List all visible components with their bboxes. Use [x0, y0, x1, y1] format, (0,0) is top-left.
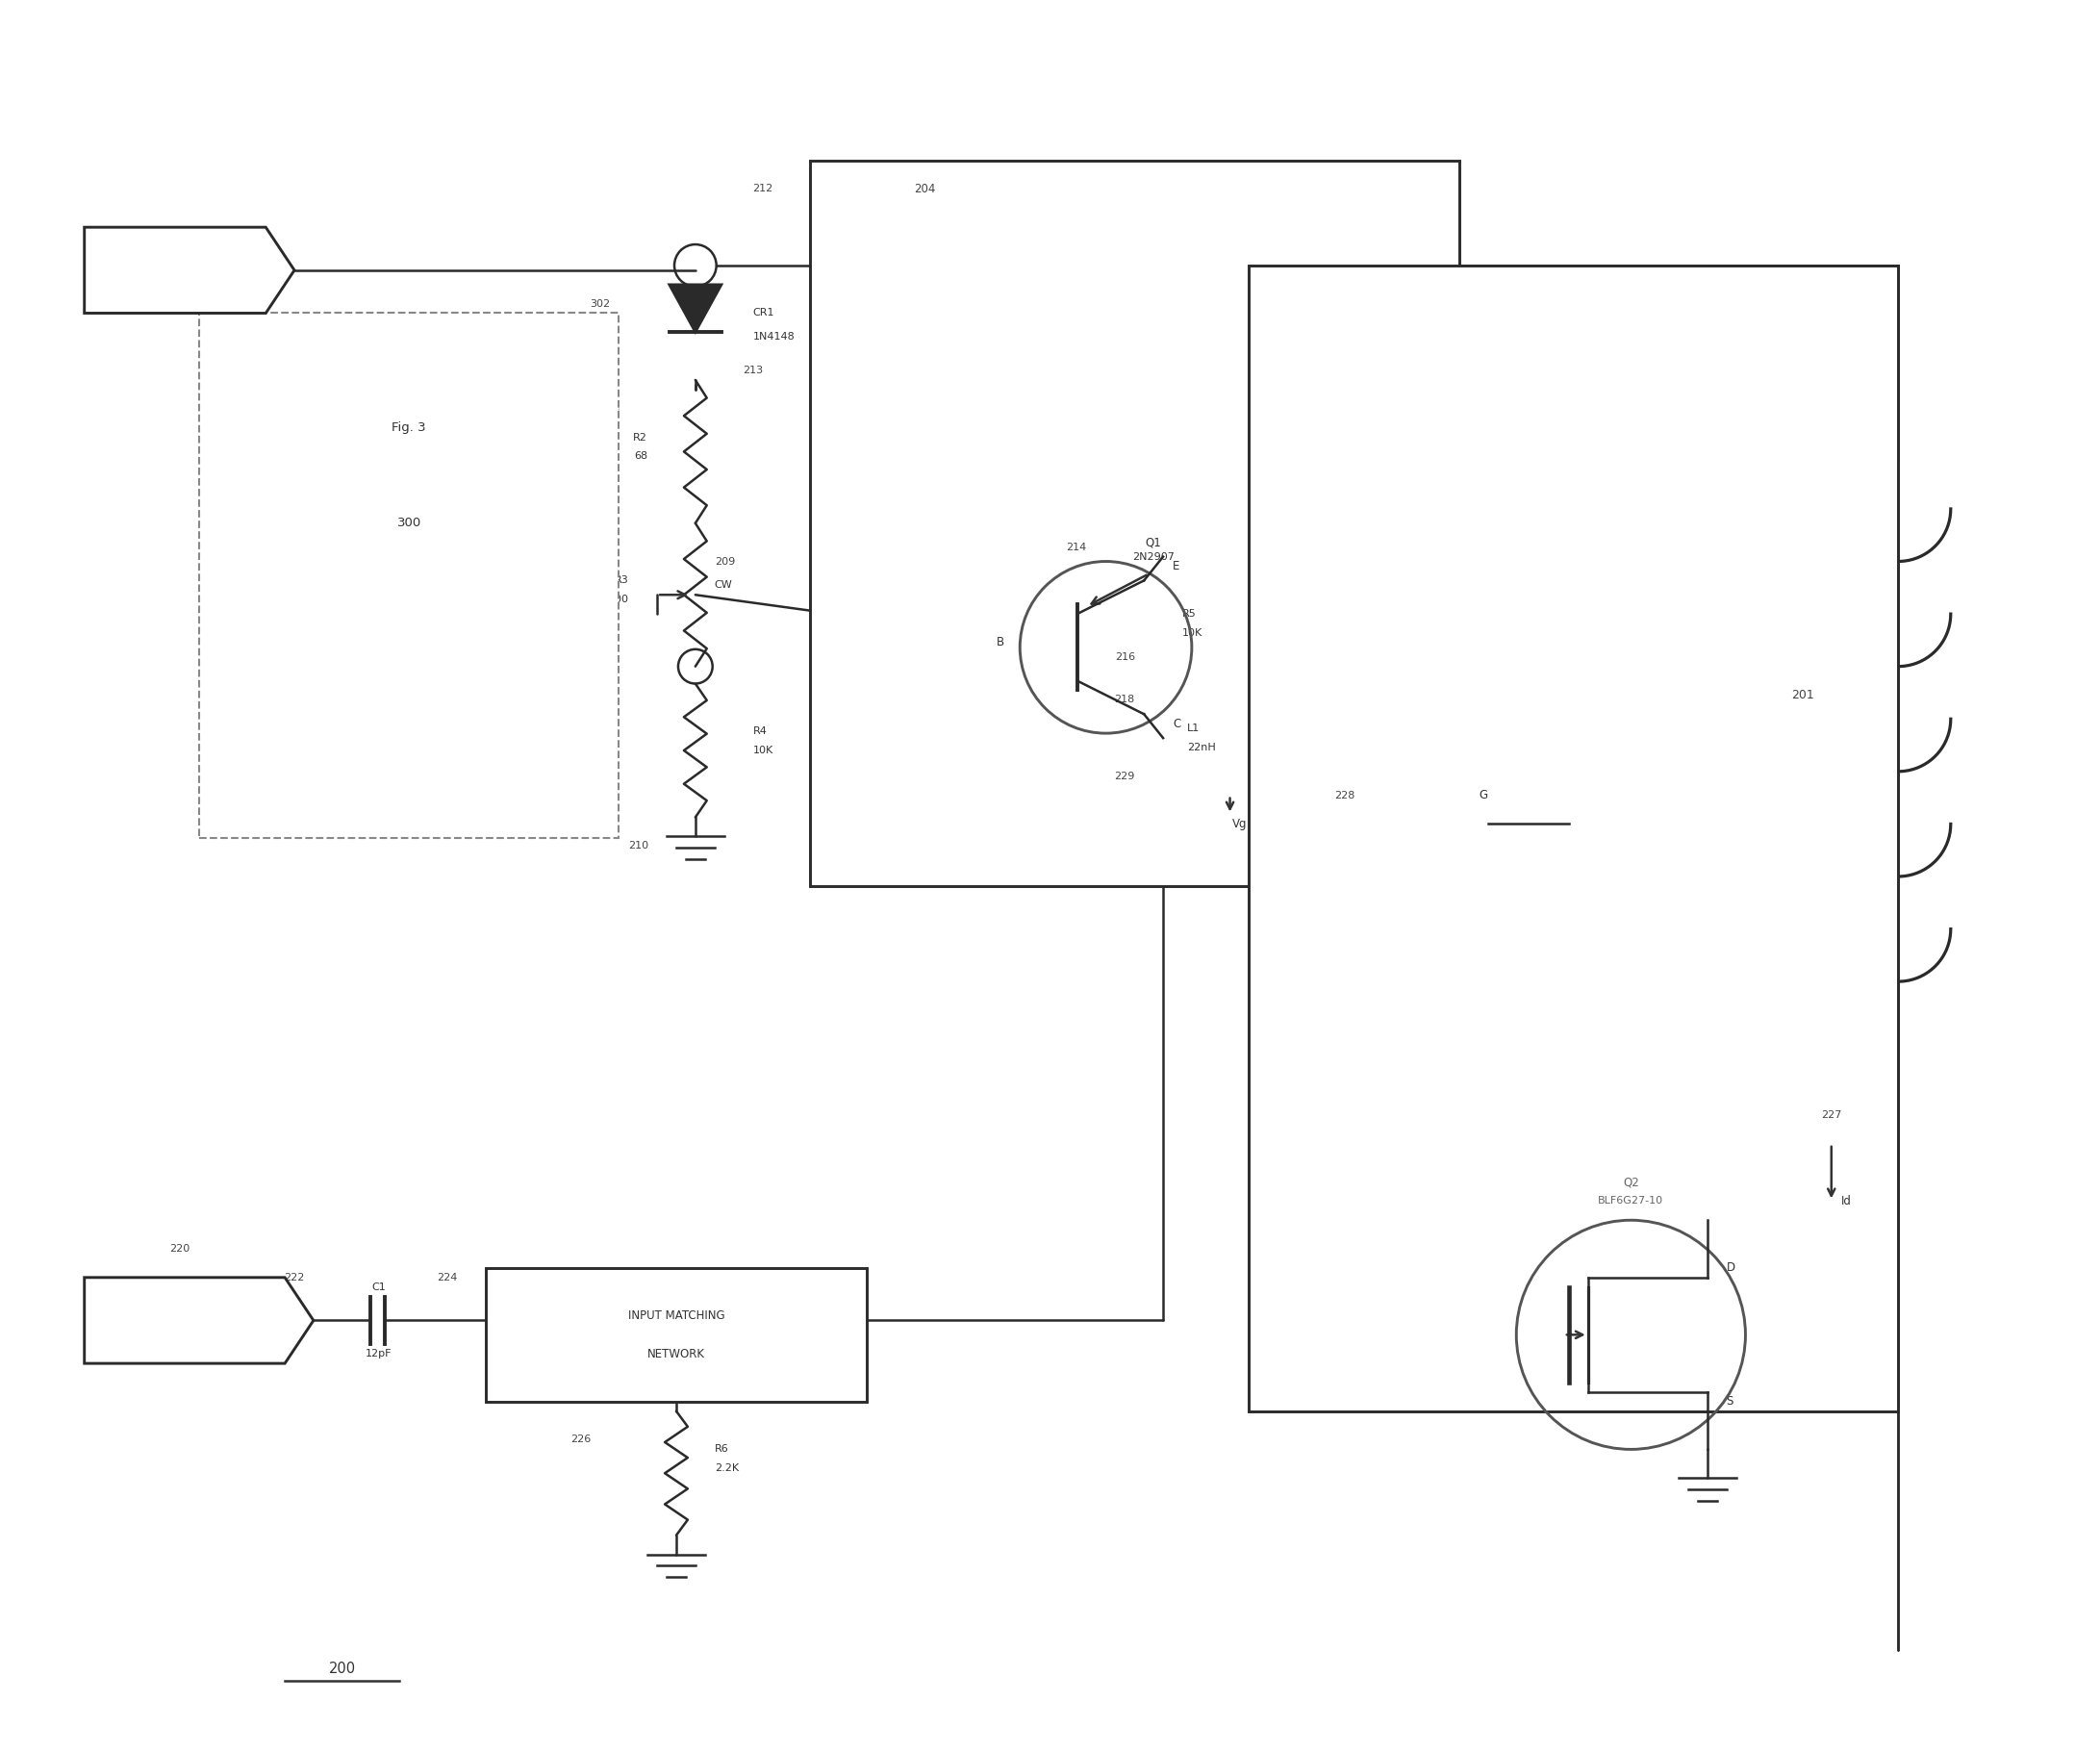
- Text: 22nH: 22nH: [1186, 743, 1216, 752]
- Text: 202: 202: [208, 366, 229, 375]
- Text: 10K: 10K: [1182, 629, 1203, 638]
- Bar: [811, 161, 1460, 887]
- Bar: [485, 1268, 867, 1402]
- Text: 228: 228: [1334, 790, 1354, 801]
- Text: R5: R5: [1182, 610, 1197, 618]
- Text: 224: 224: [437, 1272, 458, 1282]
- Text: 302: 302: [590, 300, 609, 308]
- Text: Fig. 3: Fig. 3: [393, 422, 426, 434]
- Text: R6: R6: [714, 1445, 729, 1454]
- Text: CR1: CR1: [752, 308, 775, 317]
- Text: Q1: Q1: [1145, 536, 1161, 548]
- Text: B: B: [998, 636, 1004, 648]
- Text: R2: R2: [634, 433, 647, 442]
- Text: 226: 226: [571, 1435, 590, 1445]
- Text: 213: 213: [743, 366, 764, 375]
- Text: G: G: [1478, 788, 1487, 802]
- Text: 301: 301: [571, 690, 590, 699]
- Text: Q2: Q2: [1623, 1176, 1638, 1188]
- Text: C1: C1: [372, 1282, 386, 1291]
- Text: 209: 209: [714, 557, 735, 566]
- Bar: [1250, 265, 1898, 1410]
- Text: 300: 300: [397, 517, 422, 529]
- Text: 12pF: 12pF: [365, 1349, 391, 1358]
- Text: E: E: [1172, 561, 1180, 573]
- Text: NETWORK: NETWORK: [647, 1347, 706, 1360]
- Polygon shape: [84, 228, 294, 314]
- Text: 214: 214: [1067, 543, 1088, 552]
- Text: 10K: 10K: [752, 746, 773, 755]
- Text: 68: 68: [634, 452, 647, 461]
- Text: C: C: [1172, 718, 1180, 731]
- Text: 1N4148: 1N4148: [752, 333, 794, 342]
- Text: 0.2: 0.2: [863, 244, 880, 252]
- Text: Id: Id: [1842, 1195, 1852, 1207]
- Text: 229: 229: [1113, 771, 1134, 781]
- Text: 201: 201: [1791, 689, 1814, 701]
- Bar: [200, 314, 619, 837]
- Text: 212: 212: [752, 184, 773, 194]
- Text: R3: R3: [615, 576, 628, 585]
- Text: 216: 216: [1115, 652, 1136, 662]
- Text: INPUT MATCHING: INPUT MATCHING: [628, 1309, 724, 1323]
- Text: 206: 206: [598, 403, 620, 413]
- Text: BLF6G27-10: BLF6G27-10: [1598, 1197, 1663, 1205]
- Text: CW: CW: [714, 580, 733, 590]
- Text: L1: L1: [1186, 724, 1199, 734]
- Text: R1: R1: [865, 228, 880, 237]
- Text: 227: 227: [1821, 1111, 1842, 1120]
- Text: R4: R4: [752, 727, 767, 736]
- Text: 208: 208: [598, 527, 620, 538]
- Text: 100: 100: [609, 594, 628, 604]
- Text: 2.2K: 2.2K: [714, 1463, 739, 1473]
- Text: 220: 220: [170, 1244, 191, 1254]
- Text: 200: 200: [328, 1661, 355, 1677]
- Polygon shape: [670, 284, 722, 333]
- Text: 2N2907: 2N2907: [1132, 552, 1174, 561]
- Text: +20Vdc: +20Vdc: [158, 265, 202, 277]
- Text: 210: 210: [628, 841, 649, 851]
- Polygon shape: [84, 1277, 313, 1363]
- Text: 222: 222: [284, 1272, 305, 1282]
- Text: D: D: [1726, 1261, 1735, 1274]
- Text: Vg: Vg: [1233, 818, 1247, 830]
- Text: 218: 218: [1113, 696, 1134, 704]
- Text: 204: 204: [914, 182, 935, 194]
- Text: RF  IN: RF IN: [168, 1314, 202, 1326]
- Text: S: S: [1726, 1395, 1732, 1409]
